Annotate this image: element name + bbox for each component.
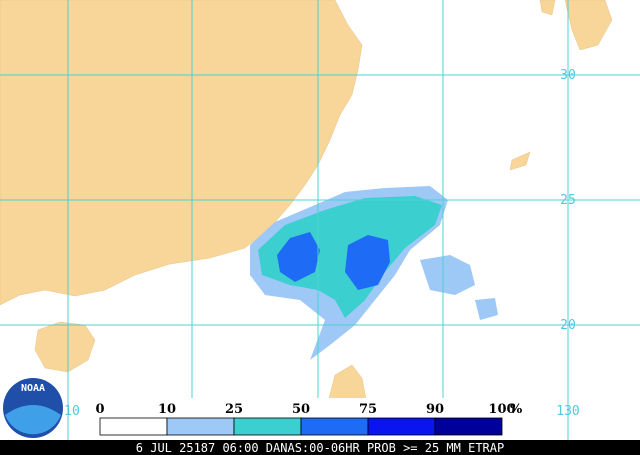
legend-label: 25 [225, 402, 243, 417]
island [539, 0, 556, 16]
land [0, 0, 613, 441]
logo: NOAA [3, 378, 63, 438]
legend-label: 10 [158, 402, 176, 417]
rain [250, 186, 498, 360]
mainland [0, 0, 363, 306]
prob-10 [420, 255, 475, 295]
legend-swatch [367, 417, 436, 436]
legend-unit: % [510, 402, 523, 417]
prob-50 [345, 235, 390, 290]
graticule [0, 0, 640, 440]
legend-swatch [166, 417, 235, 436]
legend-label: 90 [426, 402, 444, 417]
lon-label: 130 [556, 404, 579, 419]
legend-swatch [233, 417, 302, 436]
footer-bar [0, 440, 640, 455]
prob-10 [475, 298, 498, 320]
footer: 6 JUL 25187 06:00 DANAS:00-06HR PROB >= … [136, 441, 504, 455]
legend-swatch [434, 417, 503, 436]
lat-label: 25 [560, 193, 576, 208]
legend-label: 0 [95, 402, 104, 417]
lat-label: 30 [560, 68, 576, 83]
prob-50 [277, 232, 320, 282]
legend-label: 100 [488, 402, 515, 417]
legend-label: 75 [359, 402, 377, 417]
kyushu [564, 0, 613, 51]
lat-label: 20 [560, 318, 576, 333]
legend-swatch [300, 417, 369, 436]
legend-label: 50 [292, 402, 310, 417]
logo-text: NOAA [21, 383, 45, 394]
lon-label: 10 [64, 404, 80, 419]
ryukyu [509, 151, 531, 171]
legend-swatch [99, 417, 168, 436]
